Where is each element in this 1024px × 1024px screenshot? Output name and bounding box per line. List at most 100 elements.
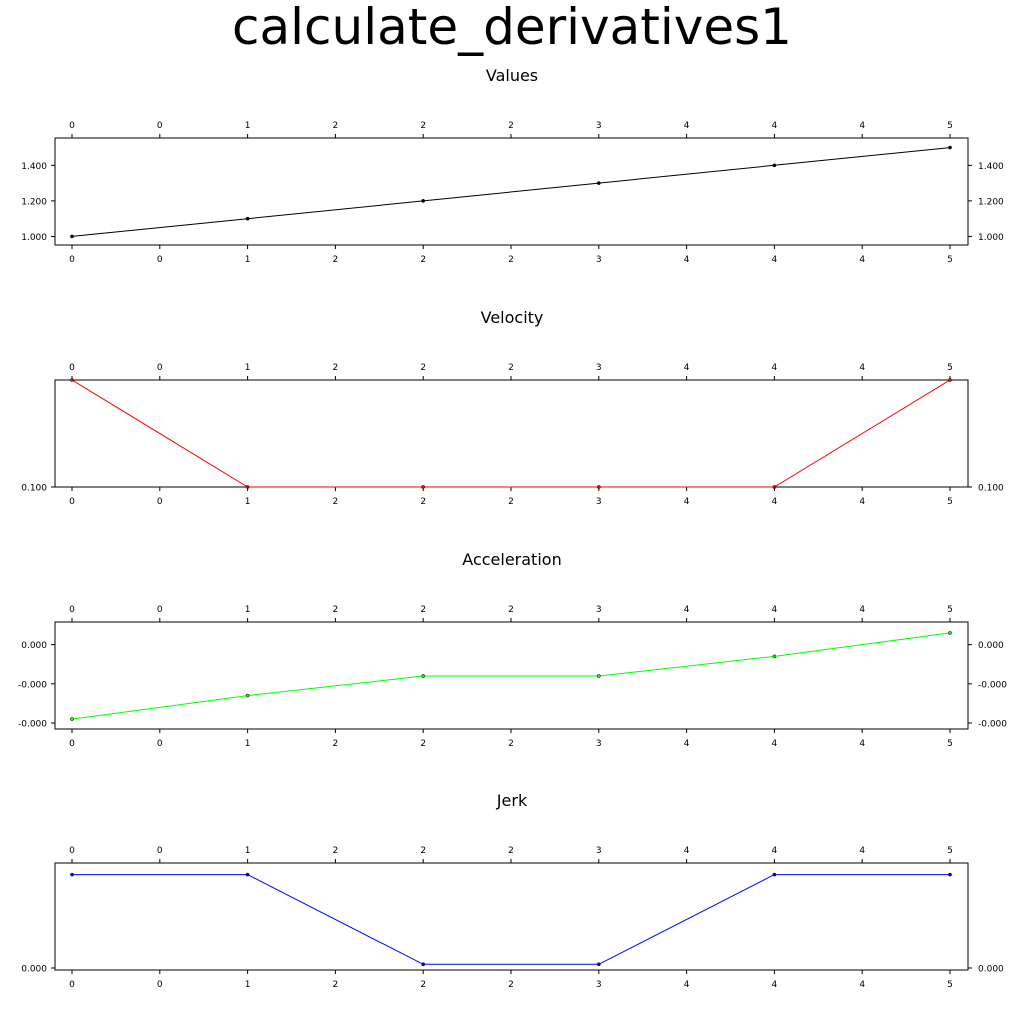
figure-title: calculate_derivatives1	[232, 0, 792, 56]
data-point	[772, 872, 777, 877]
x-tick-label-top: 2	[508, 846, 514, 856]
x-tick-label-top: 2	[420, 846, 426, 856]
x-tick-label-bottom: 2	[333, 497, 339, 507]
data-point	[596, 962, 601, 967]
data-point	[596, 674, 601, 678]
x-tick-label-top: 0	[69, 846, 75, 856]
x-tick-label-top: 2	[333, 846, 339, 856]
x-tick-label-bottom: 2	[333, 739, 339, 749]
x-tick-label-bottom: 0	[69, 497, 75, 507]
x-tick-label-top: 4	[684, 605, 690, 615]
x-tick-label-bottom: 0	[69, 739, 75, 749]
y-tick-label-right: -0.000	[978, 680, 1007, 690]
x-tick-label-bottom: 1	[245, 980, 251, 990]
x-tick-label-bottom: 1	[245, 255, 251, 265]
x-tick-label-top: 4	[772, 846, 778, 856]
data-point	[70, 234, 74, 239]
data-point	[245, 216, 250, 221]
x-tick-label-bottom: 4	[684, 980, 690, 990]
data-point	[772, 163, 777, 168]
x-tick-label-top: 0	[157, 121, 163, 131]
data-point	[245, 872, 250, 877]
x-tick-label-top: 0	[69, 605, 75, 615]
x-tick-label-bottom: 4	[772, 255, 778, 265]
x-tick-label-bottom: 4	[859, 980, 865, 990]
y-tick-label-left: 0.100	[21, 484, 47, 494]
x-tick-label-bottom: 2	[420, 255, 426, 265]
x-tick-label-bottom: 1	[245, 739, 251, 749]
y-tick-label-right: 1.200	[978, 197, 1004, 207]
x-tick-label-bottom: 2	[333, 255, 339, 265]
x-tick-label-bottom: 3	[596, 980, 602, 990]
x-tick-label-top: 2	[333, 605, 339, 615]
x-tick-label-bottom: 4	[772, 739, 778, 749]
subplot-acceleration: Acceleration 0 0 0 0 1 1 2 2 2 2 2 2 3 3 4 4 4 4 4 4 5 5 -0.000…	[18, 550, 1007, 749]
x-tick-label-top: 2	[420, 121, 426, 131]
data-point	[421, 199, 426, 203]
x-tick-label-bottom: 4	[684, 497, 690, 507]
x-tick-label-bottom: 5	[947, 497, 953, 507]
x-tick-label-bottom: 0	[157, 739, 163, 749]
y-tick-label-right: 1.400	[978, 162, 1004, 172]
x-tick-label-top: 2	[333, 363, 339, 373]
x-tick-label-bottom: 4	[684, 739, 690, 749]
y-tick-label-right: 1.000	[978, 233, 1004, 243]
x-tick-label-top: 1	[245, 121, 251, 131]
x-tick-label-top: 4	[859, 363, 865, 373]
series-line	[71, 632, 951, 720]
data-point	[772, 485, 777, 489]
x-tick-label-bottom: 4	[772, 980, 778, 990]
y-tick-label-left: 0.000	[21, 965, 47, 975]
subplot-title: Velocity	[481, 308, 544, 327]
x-tick-label-top: 2	[508, 121, 514, 131]
data-point	[948, 631, 952, 635]
x-tick-label-bottom: 3	[596, 255, 602, 265]
x-tick-label-bottom: 5	[947, 980, 953, 990]
series-line	[71, 147, 951, 237]
x-tick-label-bottom: 4	[859, 255, 865, 265]
x-tick-label-bottom: 2	[508, 980, 514, 990]
x-tick-label-top: 3	[596, 363, 602, 373]
x-tick-label-bottom: 4	[859, 497, 865, 507]
x-tick-label-top: 4	[772, 605, 778, 615]
x-tick-label-top: 4	[772, 363, 778, 373]
x-tick-label-bottom: 0	[157, 497, 163, 507]
x-tick-label-top: 1	[245, 363, 251, 373]
y-tick-label-left: -0.000	[18, 720, 47, 730]
x-tick-label-top: 4	[684, 846, 690, 856]
y-tick-label-right: 0.000	[978, 965, 1004, 975]
x-tick-label-bottom: 3	[596, 497, 602, 507]
y-tick-label-left: 1.000	[21, 233, 47, 243]
x-tick-label-bottom: 1	[245, 497, 251, 507]
x-tick-label-top: 5	[947, 605, 953, 615]
data-point	[948, 145, 952, 150]
y-tick-label-right: -0.000	[978, 720, 1007, 730]
x-tick-label-bottom: 0	[69, 255, 75, 265]
x-tick-label-bottom: 0	[157, 255, 163, 265]
x-tick-label-top: 0	[69, 363, 75, 373]
x-tick-label-top: 5	[947, 363, 953, 373]
axes-frame	[54, 862, 969, 971]
y-tick-label-left: 1.400	[21, 162, 47, 172]
x-tick-label-top: 4	[684, 121, 690, 131]
series-line	[72, 874, 950, 965]
x-tick-label-top: 0	[157, 605, 163, 615]
subplot-values: Values 0 0 0 0 1 1 2 2 2 2 2 2 3 3 4 4 4 4 4 4 5 5 1.000 1.000 1.…	[21, 66, 1004, 265]
subplot-title: Acceleration	[462, 550, 561, 569]
data-point	[596, 181, 601, 185]
x-tick-label-top: 3	[596, 846, 602, 856]
x-tick-label-top: 5	[947, 846, 953, 856]
data-point	[70, 378, 74, 382]
data-point	[948, 872, 952, 877]
x-tick-label-top: 2	[420, 605, 426, 615]
y-tick-label-left: 1.200	[21, 197, 47, 207]
y-tick-label-right: 0.100	[978, 484, 1004, 494]
x-tick-label-top: 4	[684, 363, 690, 373]
subplot-jerk: Jerk 0 0 0 0 1 1 2 2 2 2 2 2 3 3 4 4 4 4 4 4 5 5 0.000 0.000	[21, 791, 1004, 990]
y-tick-label-left: -0.000	[18, 680, 47, 690]
x-tick-label-bottom: 2	[508, 739, 514, 749]
x-tick-label-bottom: 2	[333, 980, 339, 990]
x-tick-label-top: 4	[859, 846, 865, 856]
data-point	[948, 378, 952, 382]
